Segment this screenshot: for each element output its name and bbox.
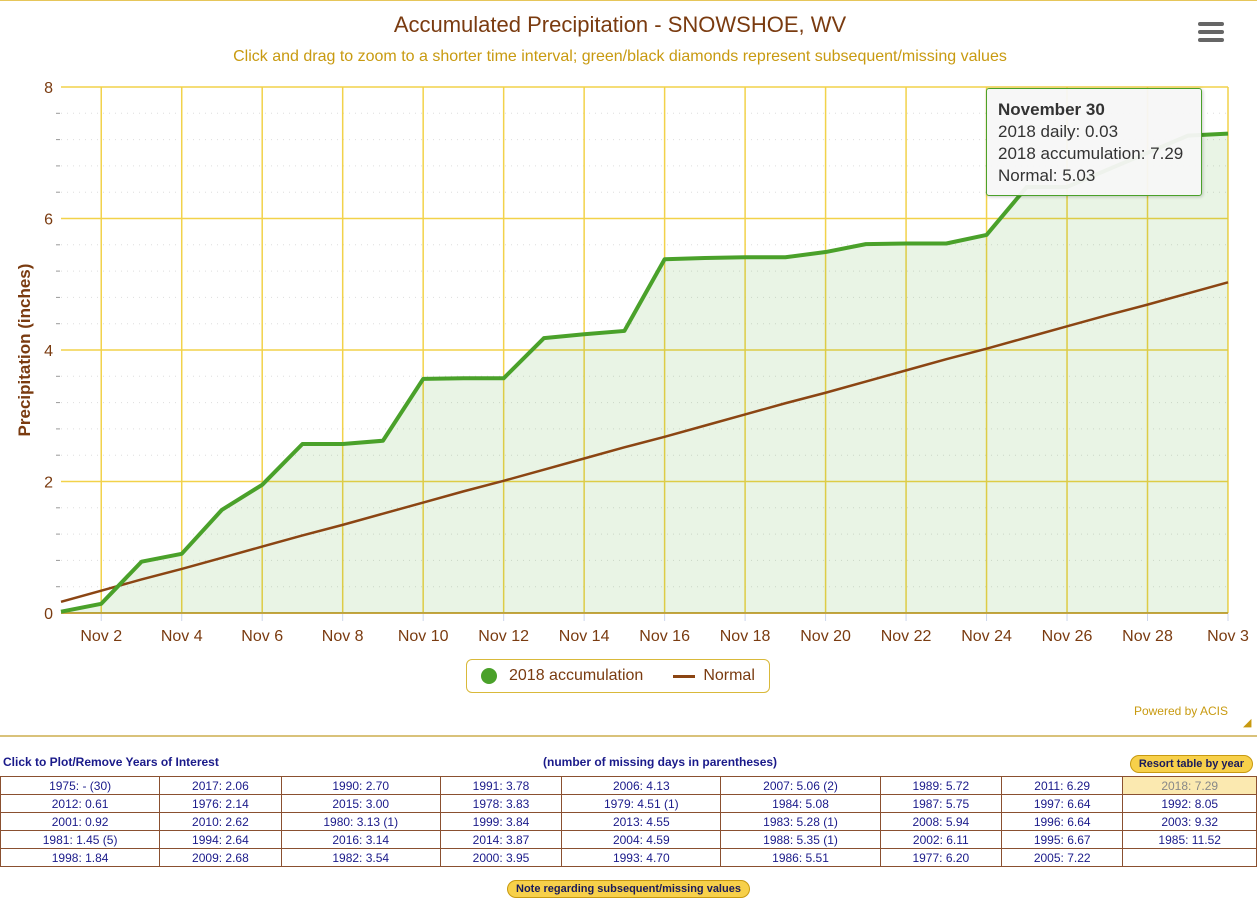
x-tick-label: Nov 3 [1207, 628, 1249, 645]
year-cell[interactable]: 1978: 3.83 [439, 794, 563, 813]
year-cell[interactable]: 2013: 4.55 [561, 812, 722, 831]
tooltip-normal: Normal: 5.03 [998, 166, 1096, 185]
y-axis-title: Precipitation (inches) [15, 264, 34, 437]
chart-subtitle: Click and drag to zoom to a shorter time… [233, 48, 1007, 65]
year-cell[interactable]: 2004: 4.59 [561, 830, 722, 849]
y-tick-label: 8 [44, 80, 53, 97]
year-cell[interactable]: 2015: 3.00 [280, 794, 441, 813]
x-tick-label: Nov 28 [1122, 628, 1173, 645]
x-tick-label: Nov 8 [322, 628, 364, 645]
green-dot-icon [481, 668, 497, 684]
year-cell[interactable] [1122, 848, 1257, 867]
x-tick-label: Nov 22 [881, 628, 932, 645]
legend-item-normal[interactable]: Normal [673, 667, 755, 685]
top-border [0, 0, 1257, 1]
table-row: 2012: 0.61 1976: 2.14 2015: 3.00 1978: 3.83… [0, 794, 1257, 813]
x-tick-label: Nov 2 [80, 628, 122, 645]
year-cell[interactable]: 2018: 7.29 [1122, 776, 1257, 795]
year-cell[interactable]: 1982: 3.54 [280, 848, 441, 867]
year-cell[interactable]: 2016: 3.14 [280, 830, 441, 849]
year-cell[interactable]: 2014: 3.87 [439, 830, 563, 849]
year-cell[interactable]: 1989: 5.72 [879, 776, 1003, 795]
year-cell[interactable]: 2012: 0.61 [0, 794, 161, 813]
year-cell[interactable]: 1993: 4.70 [561, 848, 722, 867]
year-cell[interactable]: 1992: 8.05 [1122, 794, 1257, 813]
year-cell[interactable]: 1985: 11.52 [1122, 830, 1257, 849]
table-header-left: Click to Plot/Remove Years of Interest [3, 755, 219, 769]
year-cell[interactable]: 1980: 3.13 (1) [280, 812, 441, 831]
resort-table-button[interactable]: Resort table by year [1129, 755, 1253, 773]
y-tick-label: 6 [44, 212, 53, 229]
normal-line [60, 281, 1229, 604]
x-tick-label: Nov 6 [241, 628, 283, 645]
x-tick-label: Nov 16 [639, 628, 690, 645]
year-cell[interactable]: 1997: 6.64 [1000, 794, 1124, 813]
year-cell[interactable]: 1988: 5.35 (1) [720, 830, 881, 849]
year-cell[interactable]: 1996: 6.64 [1000, 812, 1124, 831]
x-tick-label: Nov 12 [478, 628, 529, 645]
tooltip-daily: 2018 daily: 0.03 [998, 122, 1119, 141]
year-cell[interactable]: 2001: 0.92 [0, 812, 161, 831]
year-cell[interactable]: 2011: 6.29 [1000, 776, 1124, 795]
note-button[interactable]: Note regarding subsequent/missing values [507, 880, 750, 898]
x-tick-label: Nov 26 [1042, 628, 1093, 645]
x-tick-label: Nov 20 [800, 628, 851, 645]
year-cell[interactable]: 2008: 5.94 [879, 812, 1003, 831]
year-cell[interactable]: 2009: 2.68 [159, 848, 282, 867]
line-icon [673, 674, 696, 678]
y-tick-label: 2 [44, 475, 53, 492]
year-cell[interactable]: 1986: 5.51 [720, 848, 881, 867]
divider [0, 735, 1257, 737]
y-tick-label: 4 [44, 343, 53, 360]
x-tick-label: Nov 24 [961, 628, 1012, 645]
year-cell[interactable]: 2010: 2.62 [159, 812, 282, 831]
table-row: 1975: - (30) 2017: 2.06 1990: 2.70 1991: 3.… [0, 776, 1257, 795]
year-cell[interactable]: 1979: 4.51 (1) [561, 794, 722, 813]
year-cell[interactable]: 2007: 5.06 (2) [720, 776, 881, 795]
year-cell[interactable]: 1975: - (30) [0, 776, 161, 795]
legend-label: Normal [703, 667, 755, 684]
year-cell[interactable]: 2003: 9.32 [1122, 812, 1257, 831]
table-row: 2001: 0.92 2010: 2.62 1980: 3.13 (1) 1999: … [0, 812, 1257, 831]
year-cell[interactable]: 1994: 2.64 [159, 830, 282, 849]
table-row: 1981: 1.45 (5) 1994: 2.64 2016: 3.14 2014: … [0, 830, 1257, 849]
year-cell[interactable]: 2000: 3.95 [439, 848, 563, 867]
table-row: 1998: 1.84 2009: 2.68 1982: 3.54 2000: 3.95… [0, 848, 1257, 867]
powered-by-acis-link[interactable]: Powered by ACIS [1133, 704, 1228, 718]
year-cell[interactable]: 1995: 6.67 [1000, 830, 1124, 849]
years-table: 1975: - (30) 2017: 2.06 1990: 2.70 1991: 3.… [0, 776, 1257, 867]
year-cell[interactable]: 1991: 3.78 [439, 776, 563, 795]
year-cell[interactable]: 1990: 2.70 [280, 776, 441, 795]
x-tick-label: Nov 18 [720, 628, 771, 645]
year-cell[interactable]: 1987: 5.75 [879, 794, 1003, 813]
tooltip-accumulation: 2018 accumulation: 7.29 [998, 144, 1184, 163]
year-cell[interactable]: 1976: 2.14 [159, 794, 282, 813]
year-cell[interactable]: 2002: 6.11 [879, 830, 1003, 849]
year-cell[interactable]: 1999: 3.84 [439, 812, 563, 831]
years-table-section: Click to Plot/Remove Years of Interest (… [0, 752, 1257, 867]
year-cell[interactable]: 1998: 1.84 [0, 848, 161, 867]
table-header-center: (number of missing days in parentheses) [543, 755, 778, 769]
x-tick-label: Nov 14 [559, 628, 610, 645]
year-cell[interactable]: 1983: 5.28 (1) [720, 812, 881, 831]
year-cell[interactable]: 1977: 6.20 [879, 848, 1003, 867]
accumulation-area [61, 133, 1228, 613]
year-cell[interactable]: 2017: 2.06 [159, 776, 282, 795]
x-tick-label: Nov 10 [398, 628, 449, 645]
legend: 2018 accumulation Normal [466, 659, 770, 693]
resize-handle-icon[interactable]: ◢ [1243, 717, 1252, 729]
legend-item-accumulation[interactable]: 2018 accumulation [481, 667, 643, 685]
year-cell[interactable]: 2006: 4.13 [561, 776, 722, 795]
year-cell[interactable]: 1984: 5.08 [720, 794, 881, 813]
precipitation-chart[interactable]: 0 2 4 6 8 Nov 2 Nov 4 Nov 6 Nov 8 Nov 10 Nov 12 Nov… [0, 0, 1257, 735]
hamburger-menu-icon[interactable] [1198, 22, 1224, 44]
year-cell[interactable]: 1981: 1.45 (5) [0, 830, 161, 849]
chart-title: Accumulated Precipitation - SNOWSHOE, WV [393, 12, 847, 37]
tooltip-date: November 30 [998, 100, 1105, 119]
legend-label: 2018 accumulation [509, 667, 644, 684]
x-tick-label: Nov 4 [161, 628, 203, 645]
y-tick-label: 0 [44, 606, 53, 623]
year-cell[interactable]: 2005: 7.22 [1000, 848, 1124, 867]
tooltip: November 30 2018 daily: 0.03 2018 accumu… [986, 88, 1202, 196]
